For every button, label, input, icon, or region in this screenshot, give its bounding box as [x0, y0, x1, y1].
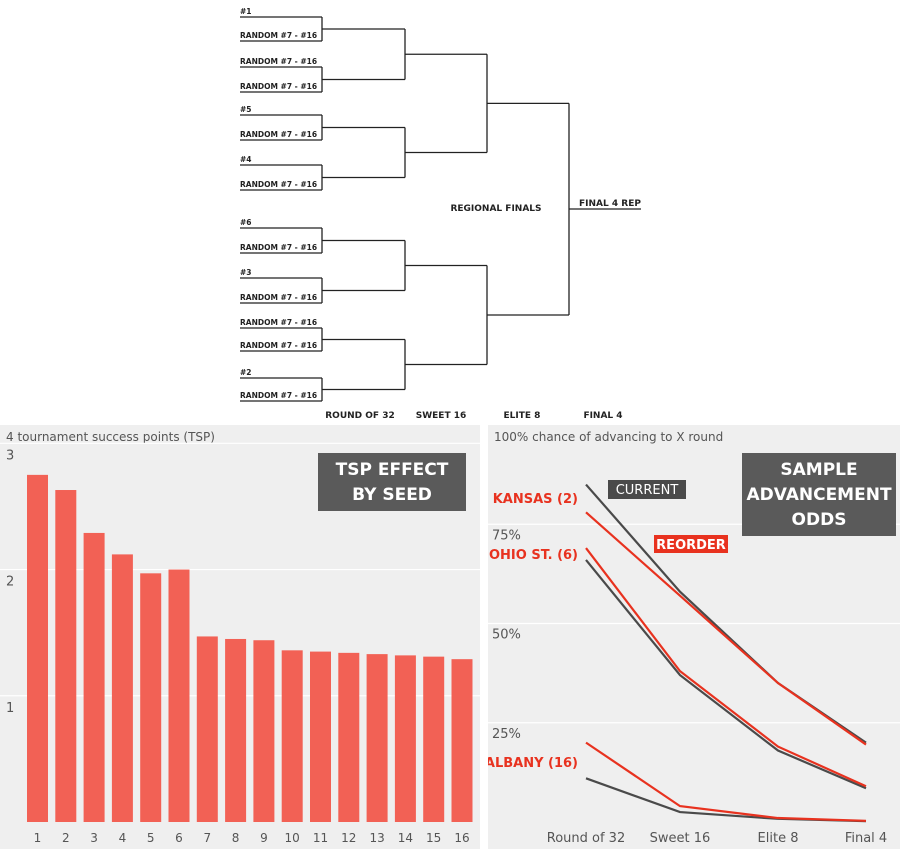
line-chart-title-box	[742, 453, 896, 536]
bar-xtick-label: 4	[119, 831, 127, 845]
bar-seed-5	[140, 573, 162, 822]
bar-seed-16	[451, 659, 473, 822]
legend-current-label: CURRENT	[616, 483, 679, 498]
line-xtick-label: Sweet 16	[650, 831, 711, 846]
round-label: ELITE 8	[504, 411, 541, 421]
line-xtick-label: Elite 8	[758, 831, 799, 846]
line-reorder	[585, 547, 867, 788]
bracket-slot-label: #2	[240, 368, 252, 377]
line-reorder	[585, 741, 867, 822]
final4-rep-label: FINAL 4 REP	[579, 199, 641, 209]
bar-xtick-label: 9	[260, 831, 268, 845]
bracket-slot-label: #5	[240, 105, 252, 114]
line-reorder	[585, 511, 867, 746]
bar-xtick-label: 14	[398, 831, 413, 845]
line-ytick-label: 50%	[492, 628, 521, 643]
team-label: ALBANY (16)	[488, 756, 578, 771]
line-chart-title-line: ODDS	[792, 510, 847, 530]
line-chart-title-line: ADVANCEMENT	[746, 485, 892, 505]
bracket-slot-label: RANDOM #7 - #16	[240, 57, 317, 66]
bar-seed-12	[338, 652, 360, 822]
round-label: FINAL 4	[583, 411, 622, 421]
line-ytick-label: 75%	[492, 528, 521, 543]
line-xtick-label: Final 4	[845, 831, 887, 846]
bracket-slot-label: #4	[240, 155, 252, 164]
bar-seed-8	[225, 638, 247, 822]
team-label: OHIO ST. (6)	[489, 548, 578, 563]
bar-seed-14	[394, 655, 416, 822]
bar-xtick-label: 1	[34, 831, 42, 845]
bar-seed-15	[423, 656, 445, 822]
legend-current-box	[608, 480, 686, 499]
bar-xtick-label: 15	[426, 831, 441, 845]
bar-ytick-label: 3	[6, 448, 14, 463]
bar-xtick-label: 10	[285, 831, 300, 845]
bracket-slot-label: RANDOM #7 - #16	[240, 293, 317, 302]
bracket-slot-label: RANDOM #7 - #16	[240, 318, 317, 327]
team-label: KANSAS (2)	[493, 492, 578, 507]
bar-seed-10	[281, 650, 303, 822]
line-xtick-label: Round of 32	[547, 831, 625, 846]
bar-xtick-label: 8	[232, 831, 240, 845]
bar-seed-6	[168, 569, 190, 822]
advancement-odds-line-chart: 100% chance of advancing to X round 25% 5…	[488, 425, 900, 849]
line-current	[585, 559, 867, 790]
tournament-bracket: #1 RANDOM #7 - #16 RANDOM #7 - #16 RANDOM #…	[240, 7, 641, 421]
bracket-slot-label: RANDOM #7 - #16	[240, 243, 317, 252]
bar-seed-4	[111, 554, 133, 822]
regional-finals-label: REGIONAL FINALS	[450, 204, 541, 214]
bar-seed-11	[310, 651, 331, 822]
bar-seed-7	[196, 636, 218, 822]
line-chart-subtitle: 100% chance of advancing to X round	[494, 430, 723, 444]
bar-xtick-label: 7	[203, 831, 211, 845]
bar-chart-title-line: TSP EFFECT	[336, 460, 449, 480]
bar-ytick-label: 1	[6, 701, 14, 716]
bracket-slot-label: #6	[240, 218, 252, 227]
bar-xtick-label: 12	[341, 831, 356, 845]
bar-seed-1	[27, 474, 48, 822]
bar-xtick-label: 11	[313, 831, 328, 845]
bar-xtick-label: 13	[369, 831, 384, 845]
bar-xtick-label: 5	[147, 831, 155, 845]
bar-chart-title-box	[318, 453, 466, 511]
bar-xtick-label: 3	[90, 831, 98, 845]
legend-reorder-label: REORDER	[656, 538, 726, 553]
bar-xtick-label: 6	[175, 831, 183, 845]
bar-chart-subtitle: 4 tournament success points (TSP)	[6, 430, 215, 444]
bracket-slot-label: #3	[240, 268, 252, 277]
bar-xtick-label: 16	[454, 831, 469, 845]
bar-xtick-label: 2	[62, 831, 70, 845]
bar-seed-9	[253, 640, 275, 822]
round-label: ROUND OF 32	[325, 411, 394, 421]
bracket-slot-label: #1	[240, 7, 252, 16]
bracket-slot-label: RANDOM #7 - #16	[240, 180, 317, 189]
round-label: SWEET 16	[416, 411, 467, 421]
line-ytick-label: 25%	[492, 727, 521, 742]
bar-chart-title-line: BY SEED	[352, 485, 432, 505]
bar-seed-2	[55, 490, 77, 822]
bracket-slot-label: RANDOM #7 - #16	[240, 130, 317, 139]
bracket-slot-label: RANDOM #7 - #16	[240, 82, 317, 91]
bar-seed-3	[83, 532, 105, 822]
legend-reorder-box	[654, 535, 728, 553]
bracket-slot-label: RANDOM #7 - #16	[240, 341, 317, 350]
bracket-slot-label: RANDOM #7 - #16	[240, 31, 317, 40]
bar-seed-13	[366, 654, 388, 822]
bracket-slot-label: RANDOM #7 - #16	[240, 391, 317, 400]
bar-ytick-label: 2	[6, 575, 14, 590]
line-chart-title-line: SAMPLE	[780, 460, 857, 480]
